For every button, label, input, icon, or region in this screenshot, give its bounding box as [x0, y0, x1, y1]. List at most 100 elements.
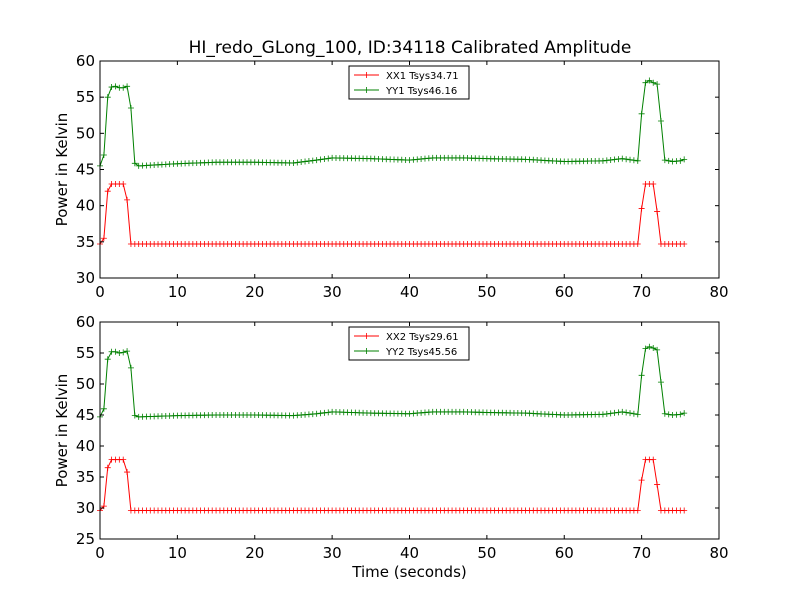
data-point — [611, 156, 618, 163]
data-point — [317, 410, 324, 417]
x-tick-label: 30 — [323, 283, 342, 301]
data-point — [650, 79, 657, 86]
y-tick-label: 40 — [76, 197, 95, 215]
data-point — [634, 411, 641, 418]
data-point — [120, 180, 127, 187]
data-point — [104, 94, 111, 101]
data-point — [646, 343, 653, 350]
data-point — [665, 157, 672, 164]
data-point — [638, 477, 645, 484]
data-point — [104, 464, 111, 471]
data-point — [681, 156, 688, 163]
legend: XX1 Tsys34.71 YY1 Tsys46.16 — [348, 65, 470, 100]
data-point — [298, 159, 305, 166]
legend-label: YY1 Tsys46.16 — [385, 86, 457, 97]
y-axis-label: Power in Kelvin — [53, 374, 71, 488]
x-tick-label: 70 — [632, 283, 651, 301]
x-tick-label: 70 — [632, 544, 651, 562]
data-point — [127, 364, 134, 371]
y-tick-label: 60 — [76, 313, 95, 331]
data-point — [661, 157, 668, 164]
legend-swatch-marker — [363, 87, 370, 93]
data-point — [112, 348, 119, 355]
data-point — [630, 157, 637, 164]
data-point — [630, 410, 637, 417]
data-point — [642, 79, 649, 86]
legend-swatch-marker — [363, 72, 370, 78]
data-point — [124, 348, 131, 355]
data-point — [131, 160, 138, 167]
data-point — [100, 235, 107, 242]
data-point — [661, 410, 668, 417]
data-point — [615, 409, 622, 416]
x-tick-label: 60 — [555, 283, 574, 301]
legend-label: XX2 Tsys29.61 — [386, 332, 459, 343]
data-point — [607, 156, 614, 163]
data-point — [623, 409, 630, 416]
legend-frame — [348, 65, 470, 100]
data-point — [321, 409, 328, 416]
y-tick-label: 30 — [76, 499, 95, 517]
data-point — [124, 83, 131, 90]
data-point — [108, 84, 115, 91]
data-point — [650, 456, 657, 463]
chart-2: 0 10 20 30 40 50 60 70 80 25 30 35 40 45 50 55 60 Power i… — [53, 313, 729, 581]
data-point — [623, 156, 630, 163]
data-point — [677, 157, 684, 164]
data-point — [116, 350, 123, 356]
data-point — [611, 409, 618, 416]
data-point — [646, 77, 653, 84]
x-tick-label: 10 — [168, 544, 187, 562]
data-point — [638, 372, 645, 379]
data-point — [325, 155, 332, 162]
data-point — [607, 410, 614, 417]
x-tick-label: 50 — [477, 544, 496, 562]
data-point — [302, 158, 309, 165]
x-tick-label: 80 — [709, 283, 728, 301]
y-axis-label: Power in Kelvin — [53, 113, 71, 227]
x-tick-label: 20 — [245, 544, 264, 562]
legend-label: YY2 Tsys45.56 — [385, 347, 457, 358]
legend-label: XX1 Tsys34.71 — [386, 71, 459, 82]
data-point — [681, 410, 688, 417]
x-tick-label: 40 — [400, 283, 419, 301]
data-point — [603, 157, 610, 164]
data-point — [619, 155, 626, 162]
data-point — [638, 205, 645, 212]
data-point — [681, 241, 688, 248]
data-point — [290, 159, 297, 166]
y-tick-label: 40 — [76, 437, 95, 455]
series-markers-2 — [97, 343, 688, 420]
legend-frame — [348, 326, 470, 361]
y-tick-label: 50 — [76, 375, 95, 393]
data-point — [120, 349, 127, 356]
data-point — [599, 411, 606, 418]
y-tick-label: 60 — [76, 52, 95, 70]
x-tick-label: 0 — [95, 544, 105, 562]
data-point — [638, 110, 645, 117]
data-point — [127, 105, 134, 112]
data-point — [294, 159, 301, 166]
data-point — [305, 158, 312, 165]
data-point — [615, 156, 622, 163]
data-point — [124, 469, 131, 476]
y-tick-label: 50 — [76, 124, 95, 142]
data-point — [325, 409, 332, 416]
data-point — [665, 411, 672, 418]
data-point — [654, 81, 661, 88]
y-tick-label: 35 — [76, 233, 95, 251]
x-tick-label: 30 — [323, 544, 342, 562]
data-point — [313, 157, 320, 164]
data-point — [634, 157, 641, 164]
data-point — [650, 180, 657, 187]
data-point — [120, 456, 127, 463]
y-tick-label: 55 — [76, 344, 95, 362]
data-point — [657, 118, 664, 125]
data-point — [634, 507, 641, 514]
data-point — [654, 346, 661, 353]
x-tick-label: 20 — [245, 283, 264, 301]
data-point — [681, 507, 688, 514]
y-tick-label: 45 — [76, 161, 95, 179]
data-point — [642, 345, 649, 352]
